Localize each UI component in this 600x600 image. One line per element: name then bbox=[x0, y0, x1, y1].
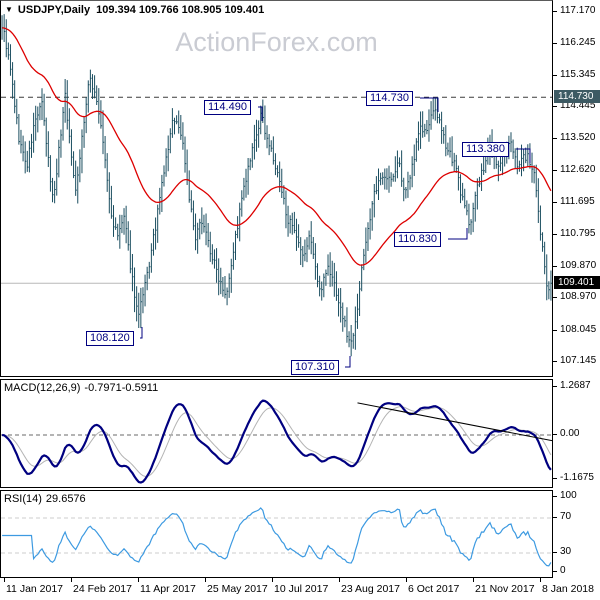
price-axis-label: 108.045 bbox=[560, 324, 597, 335]
price-annotation: 110.830 bbox=[394, 232, 441, 247]
price-badge-current: 109.401 bbox=[554, 276, 600, 289]
ohlc-low: 108.905 bbox=[181, 4, 222, 16]
date-label: 23 Aug 2017 bbox=[341, 583, 400, 595]
macd-value-signal: -0.5911 bbox=[121, 382, 159, 394]
date-tick bbox=[339, 578, 340, 582]
macd-trendline bbox=[357, 402, 552, 442]
price-badge-resistance: 114.730 bbox=[554, 90, 600, 103]
axis-tick bbox=[553, 138, 557, 139]
price-axis-label: 117.170 bbox=[560, 5, 596, 16]
annotation-connectors bbox=[140, 97, 531, 368]
axis-tick bbox=[553, 552, 557, 553]
price-annotation: 114.730 bbox=[366, 91, 413, 106]
price-axis-label: 114.445 bbox=[560, 100, 596, 111]
axis-tick bbox=[553, 202, 557, 203]
ohlc-close: 109.401 bbox=[224, 4, 265, 16]
axis-tick bbox=[553, 234, 557, 235]
rsi-plot bbox=[1, 507, 552, 567]
date-label: 24 Feb 2017 bbox=[73, 583, 132, 595]
date-label: 10 Jul 2017 bbox=[274, 583, 329, 595]
axis-tick bbox=[553, 330, 557, 331]
macd-axis-label: 0.00 bbox=[560, 428, 580, 439]
axis-tick bbox=[553, 517, 557, 518]
rsi-panel: RSI(14) 29.6576 bbox=[0, 490, 553, 578]
price-axis-label: 112.620 bbox=[560, 164, 596, 175]
macd-label: MACD(12,26,9) -0.7971-0.5911 bbox=[4, 382, 158, 394]
ohlc-open: 109.394 bbox=[96, 4, 136, 16]
macd-axis-label: 1.2687 bbox=[560, 380, 591, 391]
date-tick bbox=[540, 578, 541, 582]
date-tick bbox=[71, 578, 72, 582]
rsi-axis-label: 0 bbox=[560, 565, 566, 576]
date-label: 11 Apr 2017 bbox=[140, 583, 196, 595]
ohlc-high: 109.766 bbox=[138, 4, 179, 16]
axis-tick bbox=[553, 266, 557, 267]
price-axis-label: 113.520 bbox=[560, 132, 596, 143]
price-annotation: 107.310 bbox=[291, 360, 339, 375]
rsi-line bbox=[2, 507, 552, 567]
rsi-name: RSI(14) bbox=[4, 493, 42, 505]
price-axis-label: 116.245 bbox=[560, 37, 596, 48]
axis-tick bbox=[553, 478, 557, 479]
axis-tick bbox=[553, 43, 557, 44]
date-tick bbox=[406, 578, 407, 582]
price-axis-label: 109.870 bbox=[560, 260, 597, 271]
macd-name: MACD(12,26,9) bbox=[4, 382, 81, 394]
macd-panel: MACD(12,26,9) -0.7971-0.5911 bbox=[0, 379, 553, 488]
price-annotation: 108.120 bbox=[86, 331, 134, 346]
axis-tick bbox=[553, 571, 557, 572]
macd-signal-line bbox=[2, 406, 552, 477]
rsi-value: 29.6576 bbox=[45, 493, 86, 505]
date-label: 8 Jan 2018 bbox=[542, 583, 594, 595]
axis-tick bbox=[553, 386, 557, 387]
main-chart-panel: ActionForex.com ▼ USDJPY,Daily 109.394 109… bbox=[0, 0, 553, 377]
price-axis-label: 111.695 bbox=[560, 196, 595, 207]
date-tick bbox=[138, 578, 139, 582]
axis-tick bbox=[553, 75, 557, 76]
rsi-label: RSI(14) 29.6576 bbox=[4, 493, 86, 505]
date-label: 6 Oct 2017 bbox=[408, 583, 460, 595]
date-label: 25 May 2017 bbox=[207, 583, 268, 595]
price-axis-label: 115.345 bbox=[560, 69, 596, 80]
price-annotation: 113.380 bbox=[462, 142, 509, 157]
price-axis-label: 108.970 bbox=[560, 291, 597, 302]
macd-value-main: -0.7971 bbox=[84, 382, 122, 394]
moving-average-line bbox=[2, 27, 552, 266]
chart-dropdown-icon[interactable]: ▼ bbox=[5, 5, 13, 14]
date-axis: 11 Jan 2017 24 Feb 2017 11 Apr 2017 25 May … bbox=[0, 578, 600, 600]
rsi-axis-label: 70 bbox=[560, 511, 572, 522]
price-axis-label: 110.795 bbox=[560, 228, 596, 239]
macd-plot bbox=[1, 399, 552, 484]
axis-tick bbox=[553, 297, 557, 298]
date-label: 21 Nov 2017 bbox=[475, 583, 535, 595]
axis-tick bbox=[553, 11, 557, 12]
axis-tick bbox=[553, 106, 557, 107]
axis-tick bbox=[553, 496, 557, 497]
price-axis: 117.170 116.245 115.345 114.445 113.520 112.6… bbox=[553, 0, 600, 600]
chart-title: ▼ USDJPY,Daily 109.394 109.766 108.905 109.4… bbox=[5, 4, 267, 16]
date-label: 11 Jan 2017 bbox=[6, 583, 64, 595]
watermark: ActionForex.com bbox=[175, 27, 378, 57]
axis-tick bbox=[553, 361, 557, 362]
date-tick bbox=[272, 578, 273, 582]
axis-tick bbox=[553, 434, 557, 435]
date-tick bbox=[205, 578, 206, 582]
date-tick bbox=[4, 578, 5, 582]
chart-symbol: USDJPY,Daily bbox=[17, 4, 91, 16]
date-tick bbox=[473, 578, 474, 582]
price-annotation: 114.490 bbox=[204, 100, 251, 115]
macd-line bbox=[1, 399, 552, 484]
rsi-axis-label: 100 bbox=[560, 490, 577, 501]
price-axis-label: 107.145 bbox=[560, 355, 597, 366]
axis-tick bbox=[553, 170, 557, 171]
macd-axis-label: -1.1675 bbox=[560, 472, 594, 483]
rsi-axis-label: 30 bbox=[560, 546, 572, 557]
candlestick-series bbox=[1, 14, 552, 357]
